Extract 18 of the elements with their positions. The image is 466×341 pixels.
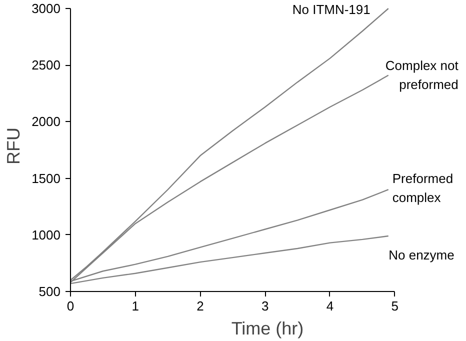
y-tick-label: 2000 — [32, 114, 60, 130]
y-axis-title: RFU — [4, 127, 24, 164]
series-label: No ITMN-191 — [292, 2, 370, 17]
series-label: Preformed complex — [392, 171, 454, 206]
x-tick-label: 0 — [66, 298, 74, 314]
y-tick-label: 1000 — [32, 227, 60, 242]
x-tick-label: 4 — [326, 298, 334, 314]
y-tick-label: 500 — [38, 284, 61, 299]
series-label: No enzyme — [388, 248, 454, 263]
x-tick-label: 5 — [391, 298, 398, 314]
x-tick-label: 2 — [196, 298, 204, 314]
x-axis-title: Time (hr) — [231, 318, 304, 338]
series-label: Complex not preformed — [385, 58, 459, 92]
y-tick-label: 2500 — [32, 58, 60, 73]
x-tick-label: 1 — [132, 298, 139, 314]
y-tick-label: 3000 — [32, 1, 60, 16]
x-tick-label: 3 — [261, 298, 269, 314]
y-tick-label: 1500 — [32, 170, 60, 186]
